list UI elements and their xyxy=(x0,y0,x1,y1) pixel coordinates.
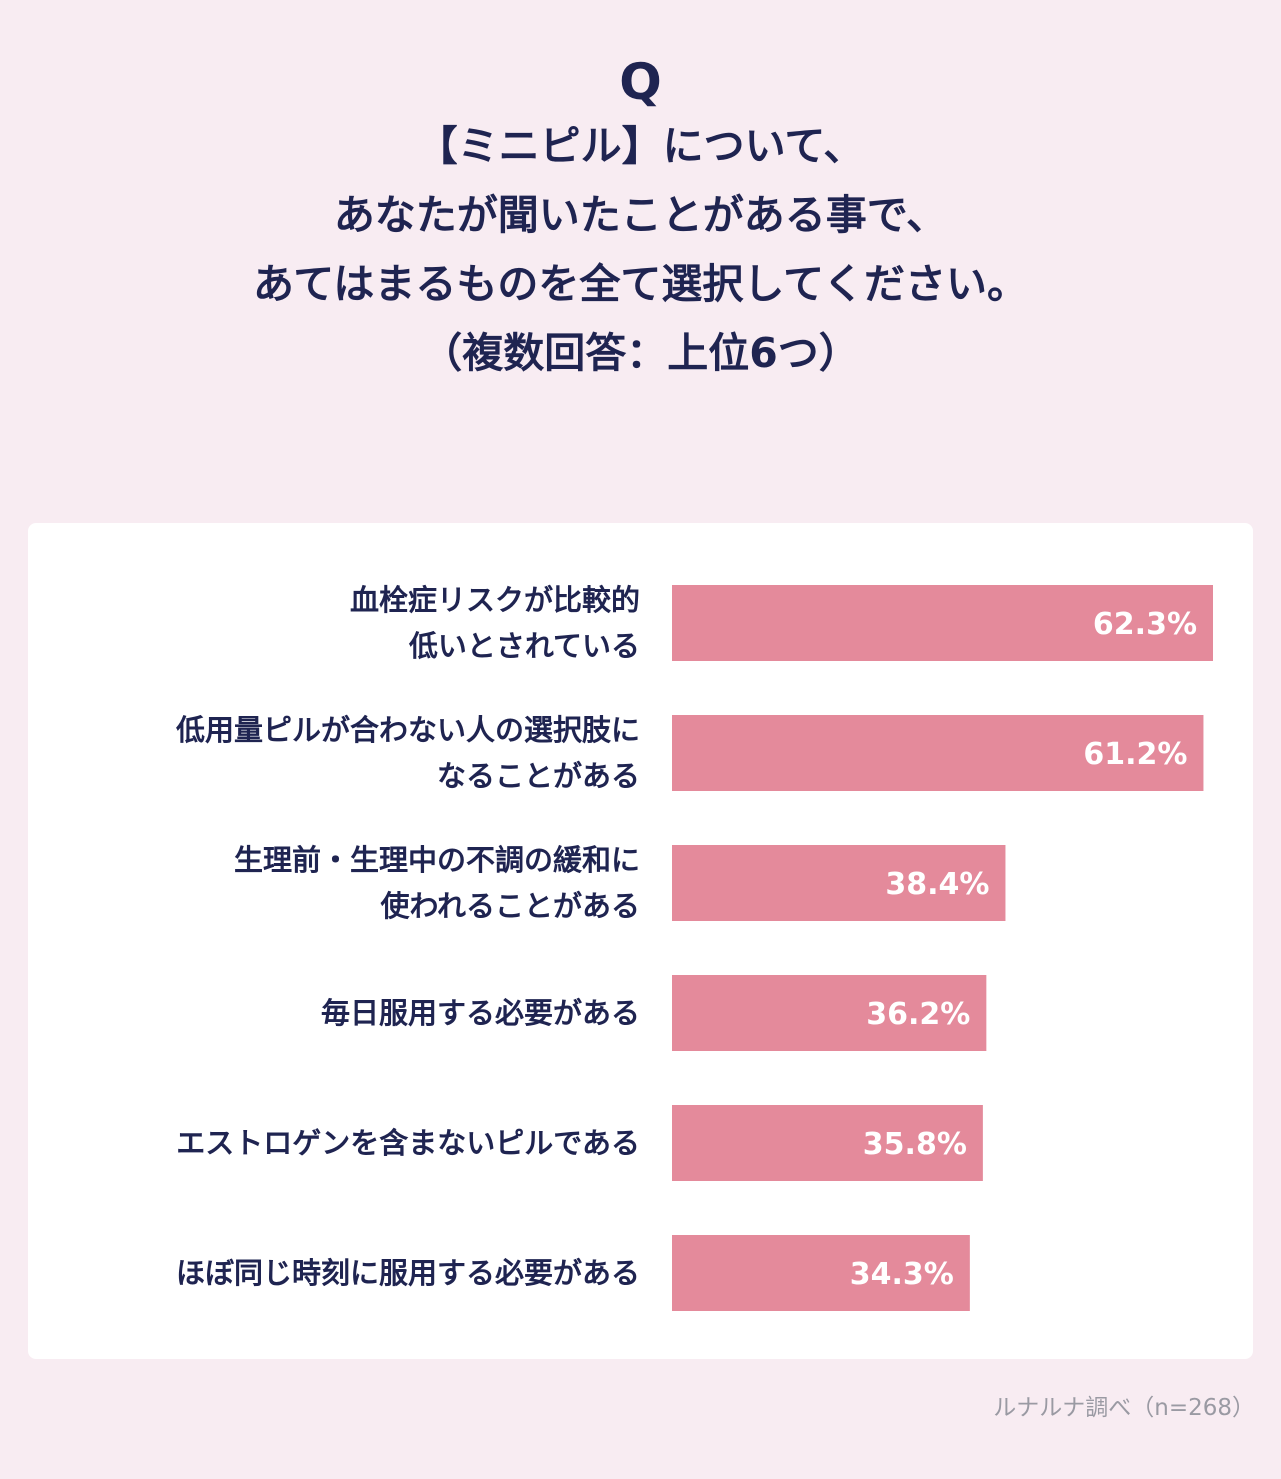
category-label-3-line-1: 生理前・生理中の不調の緩和に xyxy=(233,843,640,877)
category-label-6-line-1: ほぼ同じ時刻に服用する必要がある xyxy=(175,1256,640,1290)
question-line-2: あなたが聞いたことがある事で、 xyxy=(333,191,948,239)
question-mark: Q xyxy=(619,53,662,111)
bar-3 xyxy=(672,845,1006,921)
question-line-4: （複数回答：上位6つ） xyxy=(421,329,860,377)
category-label-5-line-1: エストロゲンを含まないピルである xyxy=(176,1126,640,1160)
category-label-5: エストロゲンを含まないピルである xyxy=(176,1120,640,1166)
category-label-2: 低用量ピルが合わない人の選択肢になることがある xyxy=(176,707,640,799)
chart-card: 62.3% 61.2% 38.4% 36.2% 35.8% 34.3% 血栓症リスクが比較… xyxy=(28,523,1253,1359)
value-label-3: 38.4% xyxy=(885,867,989,902)
category-label-2-line-1: 低用量ピルが合わない人の選択肢に xyxy=(175,713,640,747)
value-label-4: 36.2% xyxy=(866,997,970,1032)
category-label-1: 血栓症リスクが比較的低いとされている xyxy=(350,577,640,669)
question-line-3: あてはまるものを全て選択してください。 xyxy=(253,260,1028,308)
source-note: ルナルナ調べ（n=268） xyxy=(993,1395,1255,1421)
bar-4 xyxy=(672,975,987,1051)
bar-2 xyxy=(672,715,1204,791)
category-label-2-line-2: なることがある xyxy=(436,759,640,793)
category-label-6: ほぼ同じ時刻に服用する必要がある xyxy=(176,1250,640,1296)
category-label-3: 生理前・生理中の不調の緩和に使われることがある xyxy=(234,837,640,929)
value-label-6: 34.3% xyxy=(850,1257,954,1292)
question-header: Q 【ミニピル】について、 あなたが聞いたことがある事で、 あてはまるものを全て… xyxy=(0,52,1281,388)
bar-1 xyxy=(672,585,1213,661)
bar-5 xyxy=(672,1105,983,1181)
question-line-1: 【ミニピル】について、 xyxy=(416,122,865,170)
value-label-2: 61.2% xyxy=(1083,737,1187,772)
category-label-4: 毎日服用する必要がある xyxy=(321,990,640,1036)
category-label-1-line-2: 低いとされている xyxy=(408,629,640,663)
bar-chart: 62.3% 61.2% 38.4% 36.2% 35.8% 34.3% xyxy=(672,585,1213,1311)
value-label-5: 35.8% xyxy=(863,1127,967,1162)
category-label-4-line-1: 毎日服用する必要がある xyxy=(320,996,640,1030)
bar-6 xyxy=(672,1235,970,1311)
category-label-1-line-1: 血栓症リスクが比較的 xyxy=(349,583,640,617)
value-label-1: 62.3% xyxy=(1093,607,1197,642)
category-label-3-line-2: 使われることがある xyxy=(380,889,640,923)
